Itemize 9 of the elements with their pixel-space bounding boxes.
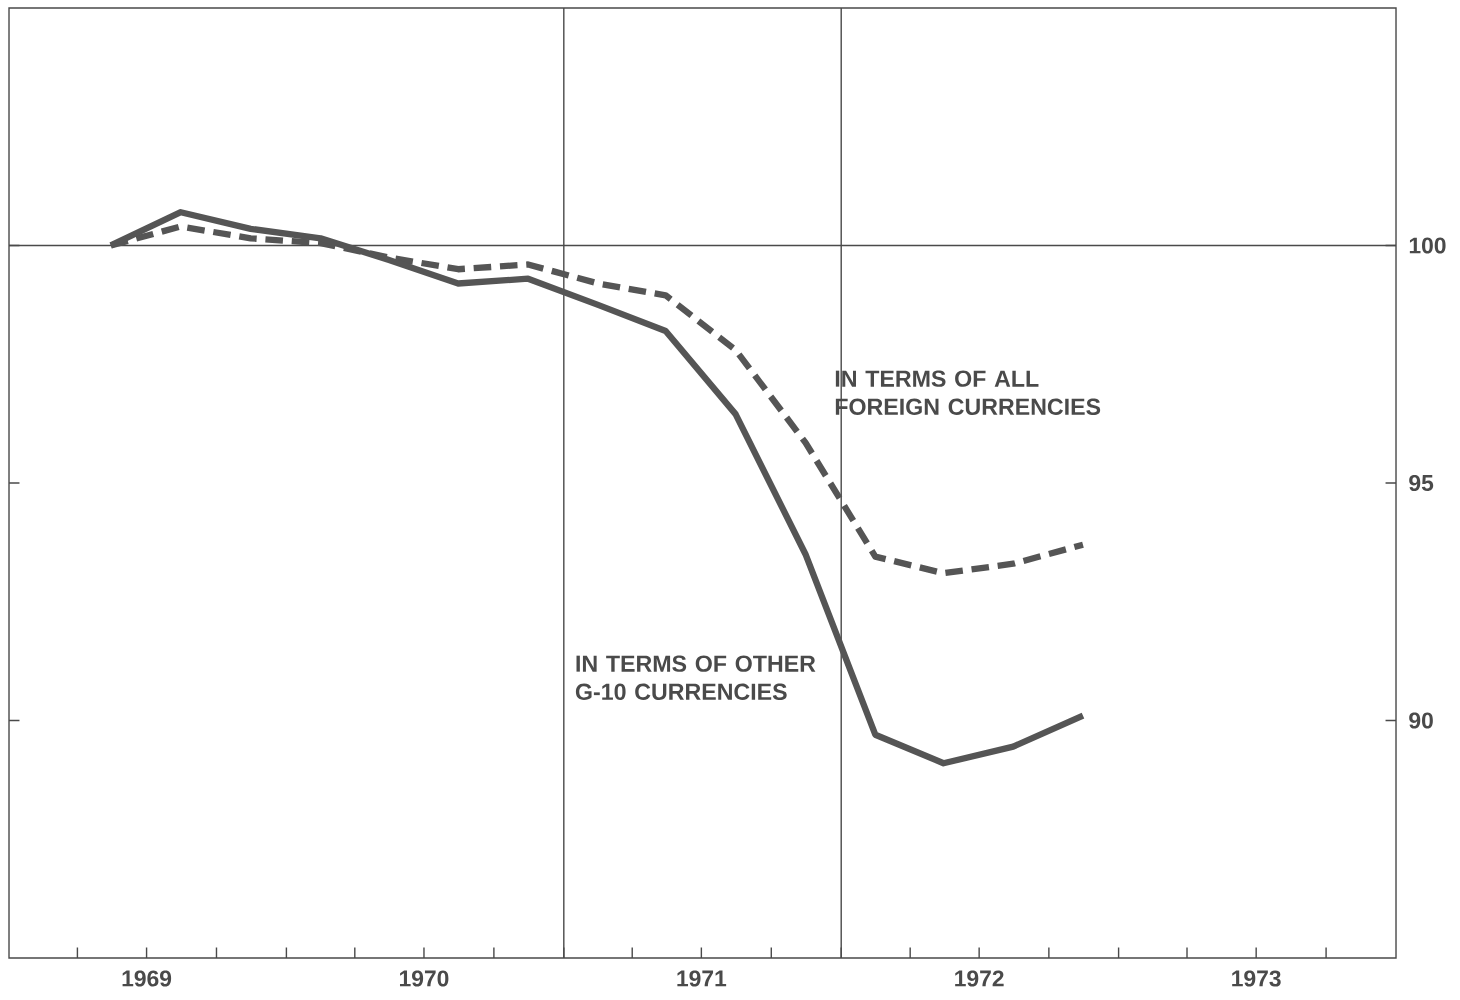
y-tick-label: 100 [1409,237,1446,254]
x-tick-label: 1973 [1232,970,1281,987]
x-tick-label: 1972 [955,970,1004,987]
y-tick-label: 95 [1409,474,1434,492]
x-tick-label: 1970 [399,970,449,987]
y-tick-label: 90 [1409,712,1433,729]
x-tick-label: 1969 [122,970,172,987]
x-tick-label: 1971 [677,970,727,987]
series-label: IN TERMS OF OTHER G-10 CURRENCIES [575,655,816,700]
